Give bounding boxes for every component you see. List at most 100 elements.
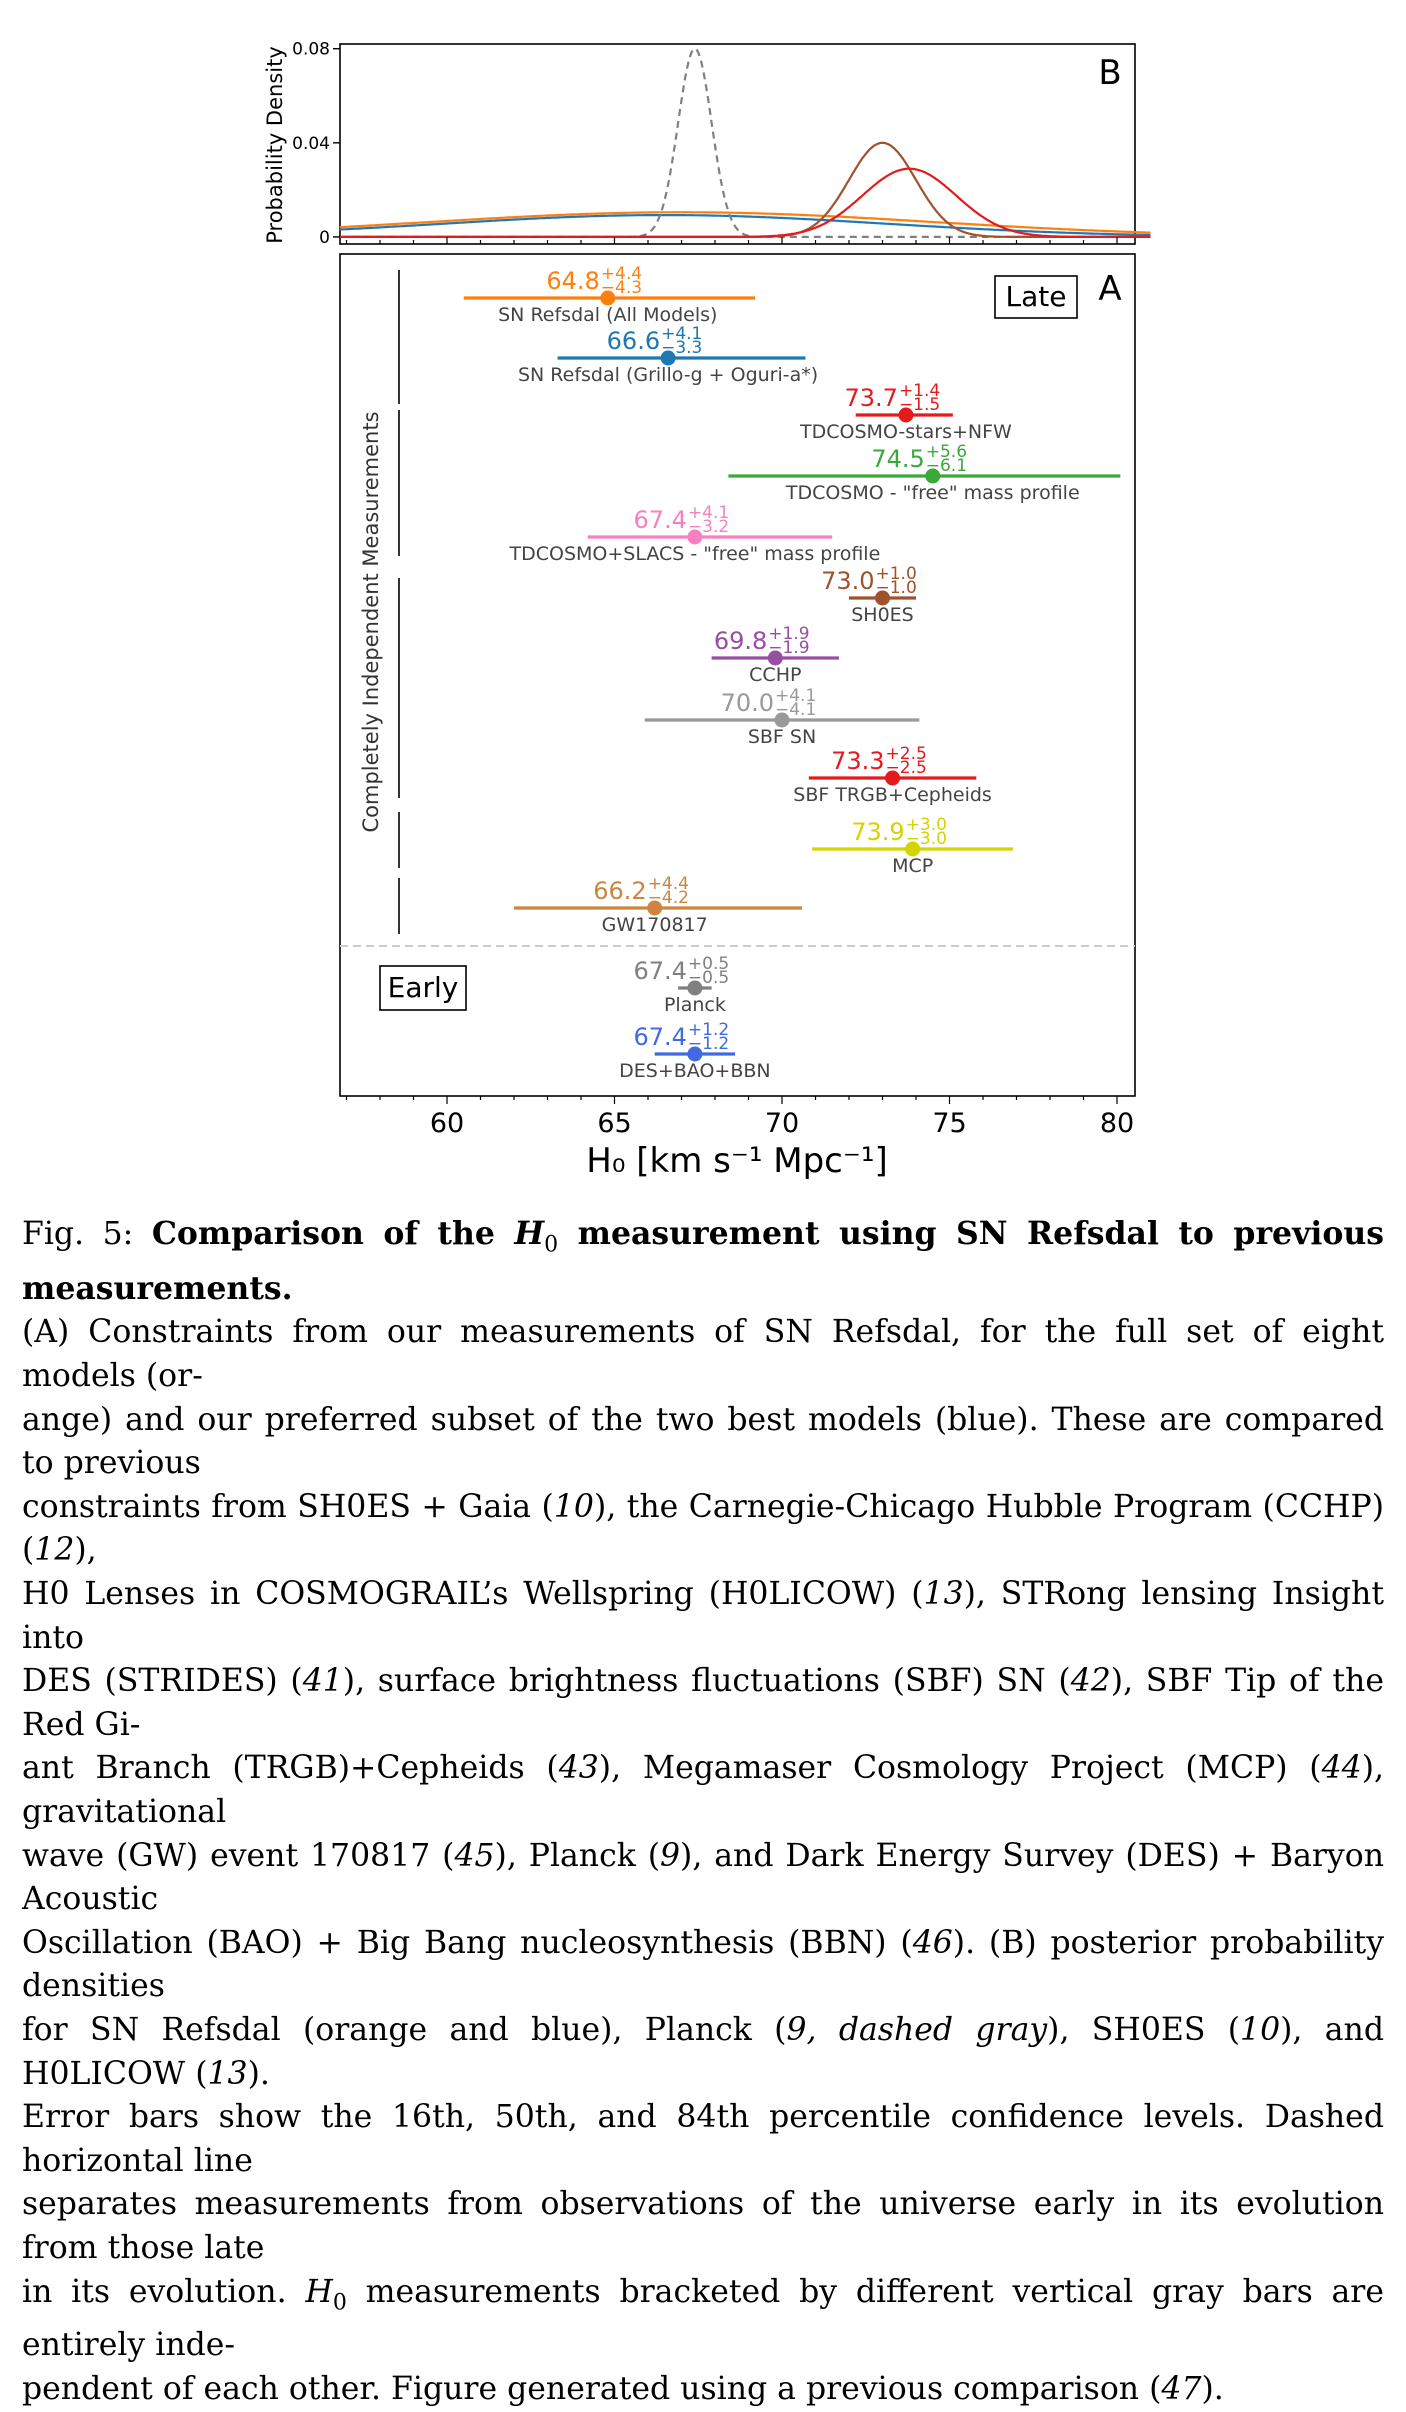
panel-a-x-tick-label: 80 (1100, 1108, 1134, 1139)
figure-caption: Fig. 5: Comparison of the H0 measurement… (22, 1212, 1384, 2412)
error-lower-label: −3.2 (688, 517, 729, 537)
caption-line-6: DES (STRIDES) (41), surface brightness f… (22, 1660, 1384, 1747)
error-upper-label: +4.4 (601, 264, 642, 284)
median-marker (647, 900, 663, 916)
caption-text: constraints from SH0ES + Gaia ( (22, 1488, 554, 1525)
value-label: 73.9 (851, 818, 904, 846)
measurement-row: 66.2 +4.4−4.2 GW170817 (514, 874, 803, 936)
caption-title-b: measurement using SN Refsdal to previous… (22, 1215, 1385, 1307)
panel-a-ylabel: Completely Independent Measurements (359, 411, 383, 832)
error-upper-label: +5.6 (926, 442, 967, 462)
h0-comparison-figure: 00.040.08 Probability Density B 64.8 +4.4… (263, 40, 1151, 1181)
value-label: 64.8 (546, 267, 599, 295)
caption-text: ), Megamaser Cosmology Project (MCP) ( (598, 1750, 1322, 1787)
caption-ref: 12 (34, 1532, 75, 1569)
caption-line-8: wave (GW) event 170817 (45), Planck (9),… (22, 1835, 1384, 1922)
measurement-name: SN Refsdal (All Models) (498, 304, 717, 326)
measurement-name: SH0ES (851, 604, 914, 626)
panel-b-frame (339, 43, 1136, 245)
measurement-row: 73.9 +3.0−3.0 MCP (812, 815, 1014, 877)
panel-b-curves (339, 47, 1151, 238)
panel-b-x-ticks (345, 237, 1118, 244)
median-marker (600, 290, 616, 306)
value-label: 67.4 (633, 957, 686, 985)
caption-text: ), the Carnegie-Chicago Hubble Program (… (22, 1488, 1384, 1569)
value-label: 66.2 (593, 877, 646, 905)
panel-a-errorbars: 64.8 +4.4−4.3SN Refsdal (All Models)66.6 +… (463, 264, 1121, 1082)
measurement-row: 67.4 +0.5−0.5 Planck (633, 954, 729, 1016)
value-label: 73.7 (845, 384, 898, 412)
error-upper-label: +1.9 (768, 624, 809, 644)
caption-line-5: H0 Lenses in COSMOGRAIL’s Wellspring (H0… (22, 1573, 1384, 1660)
panel-a-x-tick-label: 60 (430, 1108, 464, 1139)
caption-math: H (305, 2273, 333, 2310)
caption-ref: 10 (553, 1488, 594, 1525)
error-lower-label: −4.3 (601, 278, 642, 298)
caption-line-4: constraints from SH0ES + Gaia (10), the … (22, 1486, 1384, 1573)
median-marker (925, 468, 941, 484)
caption-title-a: Comparison of the (151, 1215, 515, 1252)
error-lower-label: −4.1 (775, 700, 816, 720)
median-marker (687, 1046, 703, 1062)
measurement-row: 67.4 +1.2−1.2 DES+BAO+BBN (619, 1020, 770, 1082)
panel-a-frame (339, 253, 1136, 1097)
error-lower-label: −4.2 (648, 888, 689, 908)
measurement-name: SBF SN (748, 726, 816, 748)
panel-b-posteriors: 0 0.04 0.08 Probability Density B (263, 40, 1151, 248)
caption-text: ), Planck ( (494, 1837, 660, 1874)
caption-text: ), STRong lensing Insight into (22, 1576, 1384, 1656)
error-lower-label: −1.2 (688, 1034, 729, 1054)
panel-a-x-tick-label: 65 (597, 1108, 631, 1139)
value-label: 73.0 (821, 567, 874, 595)
error-lower-label: −6.1 (926, 456, 967, 476)
posterior-curve-3 (339, 47, 1151, 238)
caption-line-13: in its evolution. H0 measurements bracke… (22, 2271, 1384, 2368)
median-marker (687, 980, 703, 996)
measurement-name: SN Refsdal (Grillo-g + Oguri-a*) (518, 364, 818, 386)
caption-text: ), SH0ES ( (1047, 2011, 1241, 2048)
caption-math-sub: 0 (332, 2289, 347, 2315)
posterior-curve-5 (339, 167, 1151, 238)
median-marker (885, 770, 901, 786)
measurement-row: 67.4 +4.1−3.2 TDCOSMO+SLACS - "free" mass … (509, 503, 881, 565)
caption-ref: 9 (660, 1837, 681, 1874)
caption-text: ), SBF Tip of the Red Gi- (22, 1663, 1384, 1743)
error-upper-label: +1.0 (876, 564, 917, 584)
caption-text: H0 Lenses in COSMOGRAIL’s Wellspring (H0… (22, 1576, 924, 1613)
measurement-name: SBF TRGB+Cepheids (793, 784, 992, 806)
measurement-row: 70.0 +4.1−4.1 SBF SN (644, 686, 920, 748)
error-lower-label: −1.5 (899, 395, 940, 415)
caption-line-1: Fig. 5: Comparison of the H0 measurement… (22, 1212, 1384, 1311)
caption-line-14: pendent of each other. Figure generated … (22, 2368, 1384, 2412)
error-upper-label: +4.1 (688, 503, 729, 523)
error-upper-label: +0.5 (688, 954, 729, 974)
median-marker (687, 529, 703, 545)
caption-text: in its evolution. (22, 2273, 306, 2310)
measurement-name: CCHP (749, 664, 801, 686)
error-upper-label: +4.1 (775, 686, 816, 706)
caption-ref: 9, dashed gray (786, 2011, 1048, 2048)
median-marker (875, 590, 890, 606)
late-box (994, 275, 1078, 319)
posterior-curve-1 (339, 214, 1151, 237)
caption-text: DES (STRIDES) ( (22, 1663, 303, 1700)
error-upper-label: +1.2 (688, 1020, 729, 1040)
caption-fig-label: Fig. 5: (22, 1216, 134, 1252)
measurement-row: 66.6 +4.1−3.3 SN Refsdal (Grillo-g + Oguri… (518, 324, 818, 386)
measurement-row: 69.8 +1.9−1.9 CCHP (711, 624, 839, 686)
value-label: 74.5 (871, 445, 924, 473)
median-marker (905, 841, 921, 857)
caption-ref: 44 (1321, 1750, 1362, 1787)
error-lower-label: −2.5 (886, 758, 927, 778)
error-upper-label: +2.5 (886, 744, 927, 764)
caption-text: ), (74, 1532, 97, 1569)
value-label: 66.6 (607, 327, 660, 355)
error-upper-label: +1.4 (899, 381, 940, 401)
caption-line-9: Oscillation (BAO) + Big Bang nucleosynth… (22, 1922, 1384, 2009)
error-lower-label: −1.9 (768, 638, 809, 658)
caption-ref: 10 (1240, 2011, 1281, 2048)
caption-ref: 46 (912, 1924, 953, 1961)
caption-text: Oscillation (BAO) + Big Bang nucleosynth… (22, 1924, 913, 1961)
caption-line-2: (A) Constraints from our measurements of… (22, 1314, 1384, 1395)
measurement-name: MCP (892, 855, 933, 877)
